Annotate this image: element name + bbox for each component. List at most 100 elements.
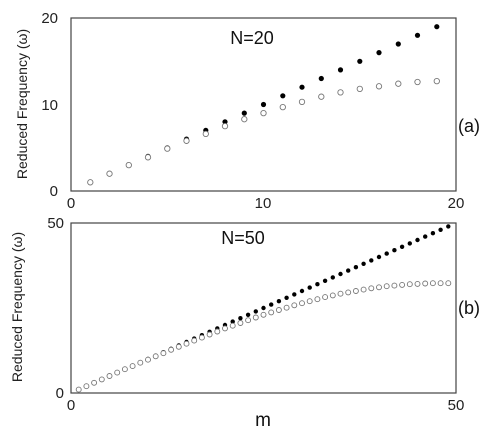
panel-b-series-2-point-37: [352, 288, 359, 294]
panel-b-series-2-point-35: [337, 290, 344, 297]
panel-b-series-2-point-42: [391, 282, 398, 289]
panel-a-series-2-point-4: [144, 154, 152, 161]
panel-b-series-2-point-31: [306, 298, 313, 305]
panel-a-annotation: N=20: [230, 28, 274, 48]
panel-a-series-2-point-11: [279, 103, 286, 111]
panel-a-series-1-point-9: [241, 110, 247, 116]
panel-a-xtick-10: 10: [255, 195, 272, 212]
panel-a-xtick-20: 20: [448, 195, 465, 212]
panel-a-series-2-point-5: [164, 145, 171, 152]
panel-b-series-2-point-20: [222, 325, 228, 332]
panel-b-series-2-point-11: [152, 353, 159, 360]
panel-b-annotation: N=50: [221, 228, 265, 248]
panel-b-series-1-point-26: [269, 302, 274, 307]
panel-b-ytick-50: 50: [47, 215, 64, 232]
panel-a-series-2-point-1: [87, 179, 94, 186]
panel-a-label: (a): [458, 116, 480, 136]
panel-b-series-2-point-3: [91, 379, 98, 386]
panel-b-series-1-point-23: [245, 312, 251, 317]
panel-b-series-2-point-4: [98, 376, 105, 383]
panel-b-ytick-0: 0: [56, 385, 64, 402]
panel-b-series-1-point-43: [399, 244, 405, 249]
panel-a-series-2-point-2: [106, 170, 113, 177]
panel-a-ytick-0: 0: [50, 183, 58, 200]
panel-b-series-2-point-23: [245, 317, 252, 324]
panel-a-series-1-point-12: [299, 84, 305, 90]
panel-b-series-2-point-8: [129, 363, 136, 370]
panel-a-series-2-point-13: [318, 93, 325, 100]
panel-b-series-1-point-36: [346, 268, 351, 273]
panel-a-series-2-point-6: [183, 137, 190, 144]
panel-a: 0 10 20 0 10 20 Reduced Frequency (ω) N=…: [14, 10, 480, 212]
panel-b-series-2-point-22: [237, 320, 244, 326]
panel-b-frame: [70, 222, 457, 394]
panel-b-series-2-point-32: [314, 296, 321, 303]
panel-b-series-2-point-19: [214, 328, 221, 335]
panel-b-series-2-point-49: [445, 280, 452, 287]
panel-a-series-1-point-10: [260, 101, 267, 108]
panel-b-series-2-point-29: [291, 302, 298, 309]
panel-b-series-2-point-44: [406, 281, 413, 288]
panel-b-xlabel: m: [255, 410, 271, 428]
panel-b-series-2-point-34: [329, 292, 336, 299]
panel-b-series-1-point-25: [261, 305, 266, 311]
panel-a-series-2-point-19: [433, 77, 440, 85]
panel-b-series-1-point-27: [276, 299, 282, 304]
panel-b-series-2-point-12: [160, 350, 167, 357]
panel-a-series-1-point-14: [337, 67, 344, 73]
panel-b-series-2-point-43: [399, 281, 406, 288]
panel-a-xtick-0: 0: [67, 195, 75, 212]
panel-b-series-2-point-24: [252, 314, 259, 321]
panel-b-series-2-point-18: [206, 331, 213, 338]
panel-a-series-1-point-18: [414, 32, 421, 38]
panel-b-series-2-point-15: [183, 340, 190, 347]
panel-b-series-1-point-42: [392, 248, 397, 253]
panel-b-xtick-50: 50: [448, 397, 465, 414]
panel-b-series-1-point-34: [330, 275, 335, 280]
panel-b-series-1-point-48: [438, 227, 443, 232]
panel-a-series-2-point-10: [260, 109, 267, 117]
panel-a-series-2-point-8: [221, 122, 229, 130]
panel-a-series-2-point-9: [241, 116, 248, 123]
panel-a-series-2-point-15: [356, 85, 363, 93]
panel-b-series-1-point-32: [315, 282, 320, 287]
panel-b-series-2-point-2: [83, 383, 90, 390]
panel-b-series-1-point-47: [430, 231, 436, 236]
panel-b-series-2-point-9: [137, 359, 144, 366]
panel-b-series-1-point-45: [415, 237, 420, 243]
panel-b-series-1-point-28: [284, 295, 289, 300]
panel-b-series-2-point-45: [414, 280, 421, 287]
panel-b-label: (b): [458, 298, 480, 318]
panel-b-series-2-point-46: [422, 280, 429, 287]
panel-b-series-2-point-1: [75, 386, 82, 393]
panel-b-series-2-point-28: [283, 304, 290, 311]
panel-b-ylabel: Reduced Frequency (ω): [9, 232, 25, 382]
panel-b-series-1-point-33: [322, 278, 328, 283]
panel-b-series-1-point-31: [307, 285, 312, 290]
panel-b-series-2-point-30: [299, 300, 305, 307]
panel-b-series-2-point-5: [106, 373, 113, 379]
panel-a-marks: [87, 24, 440, 186]
panel-a-series-2-point-3: [125, 161, 132, 169]
panel-b-series-2-point-16: [191, 337, 198, 344]
panel-b-series-2-point-39: [368, 285, 375, 292]
panel-b-series-2-point-6: [114, 369, 121, 376]
panel-a-series-2-point-16: [375, 83, 383, 90]
panel-b-series-1-point-35: [338, 271, 343, 277]
panel-a-series-1-point-17: [395, 41, 401, 47]
panel-b-series-1-point-46: [423, 234, 428, 239]
panel-b-series-2-point-7: [121, 366, 128, 373]
panel-b-series-1-point-49: [446, 224, 451, 229]
panel-b-series-1-point-22: [238, 316, 243, 321]
panel-a-series-1-point-11: [280, 93, 286, 99]
panel-b-series-1-point-44: [407, 241, 412, 246]
panel-b-series-1-point-37: [353, 265, 359, 270]
panel-b-series-1-point-41: [384, 251, 389, 256]
panel-b-series-2-point-41: [383, 283, 390, 290]
panel-b-series-2-point-47: [429, 280, 436, 287]
panel-a-series-2-point-14: [337, 89, 344, 96]
panel-b-series-1-point-38: [361, 261, 366, 266]
panel-b-series-2-point-13: [168, 346, 175, 353]
panel-b-series-2-point-14: [175, 343, 182, 350]
panel-a-ylabel: Reduced Frequency (ω): [14, 29, 30, 179]
